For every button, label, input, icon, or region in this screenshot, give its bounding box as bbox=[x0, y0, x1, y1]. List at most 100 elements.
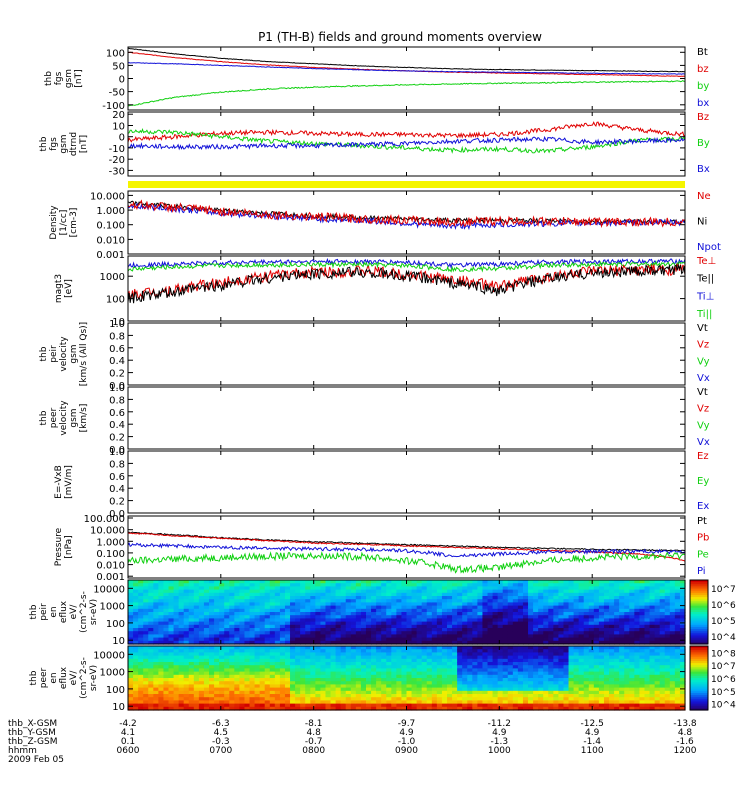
spectrogram-cell bbox=[619, 655, 625, 660]
spectrogram-cell bbox=[644, 694, 651, 698]
spectrogram-cell bbox=[416, 580, 423, 584]
spectrogram-cell bbox=[350, 684, 357, 689]
spectrogram-cell bbox=[477, 589, 484, 594]
spectrogram-cell bbox=[284, 605, 291, 610]
spectrogram-cell bbox=[669, 621, 676, 626]
spectrogram-cell bbox=[533, 681, 539, 685]
spectrogram-cell bbox=[279, 624, 286, 629]
spectrogram-cell bbox=[148, 615, 154, 619]
spectrogram-cell bbox=[669, 646, 676, 650]
spectrogram-cell bbox=[360, 631, 367, 635]
spectrogram-cell bbox=[664, 671, 671, 676]
spectrogram-cell bbox=[603, 592, 610, 597]
spectrogram-cell bbox=[517, 605, 524, 610]
spectrogram-cell bbox=[371, 674, 377, 679]
spectrogram-cell bbox=[472, 602, 478, 607]
spectrogram-cell bbox=[350, 583, 357, 587]
spectrogram-cell bbox=[659, 618, 666, 623]
spectrogram-cell bbox=[386, 615, 392, 619]
spectrogram-cell bbox=[472, 599, 478, 603]
y-tick-label: 0.4 bbox=[109, 484, 125, 495]
spectrogram-cell bbox=[664, 596, 671, 600]
spectrogram-cell bbox=[563, 586, 570, 591]
spectrogram-cell bbox=[603, 621, 610, 626]
spectrogram-cell bbox=[203, 599, 210, 603]
spectrogram-cell bbox=[295, 665, 301, 669]
spectrogram-cell bbox=[517, 649, 524, 653]
spectrogram-cell bbox=[193, 592, 200, 597]
spectrogram-cell bbox=[568, 580, 575, 584]
spectrogram-cell bbox=[386, 703, 392, 708]
spectrogram-cell bbox=[644, 649, 651, 653]
spectrogram-cell bbox=[178, 631, 185, 635]
spectrogram-cell bbox=[209, 700, 215, 705]
spectrogram-cell bbox=[315, 637, 322, 642]
spectrogram-cell bbox=[497, 621, 504, 626]
spectrogram-cell bbox=[538, 684, 544, 689]
spectrogram-cell bbox=[183, 589, 190, 594]
spectrogram-cell bbox=[183, 687, 190, 692]
spectrogram-cell bbox=[396, 649, 403, 653]
spectrogram-cell bbox=[153, 637, 159, 642]
spectrogram-cell bbox=[360, 640, 367, 645]
spectrogram-cell bbox=[229, 589, 235, 594]
spectrogram-cell bbox=[664, 668, 671, 673]
spectrogram-cell bbox=[401, 652, 408, 657]
spectrogram-cell bbox=[371, 612, 377, 616]
spectrogram-cell bbox=[436, 586, 443, 591]
spectrogram-cell bbox=[138, 668, 144, 673]
spectrogram-cell bbox=[659, 586, 666, 591]
spectrogram-cell bbox=[371, 618, 377, 623]
spectrogram-cell bbox=[447, 637, 453, 642]
spectrogram-cell bbox=[639, 596, 646, 600]
spectrogram-cell bbox=[381, 678, 387, 682]
spectrogram-cell bbox=[365, 586, 372, 591]
spectrogram-cell bbox=[462, 706, 468, 711]
spectrogram-cell bbox=[619, 694, 625, 698]
spectrogram-cell bbox=[315, 665, 322, 669]
spectrogram-cell bbox=[249, 596, 256, 600]
spectrogram-cell bbox=[350, 615, 357, 619]
spectrogram-cell bbox=[553, 646, 560, 650]
spectrogram-cell bbox=[305, 649, 311, 653]
spectrogram-cell bbox=[234, 646, 240, 650]
spectrogram-cell bbox=[350, 646, 357, 650]
spectrogram-cell bbox=[234, 665, 240, 669]
spectrogram-cell bbox=[624, 592, 630, 597]
y-axis-label: (cm^2-s- bbox=[79, 657, 89, 699]
spectrogram-cell bbox=[421, 694, 428, 698]
spectrogram-cell bbox=[416, 583, 423, 587]
spectrogram-cell bbox=[143, 612, 149, 616]
y-axis-label: eV/ bbox=[69, 604, 79, 620]
spectrogram-cell bbox=[214, 621, 220, 626]
spectrogram-cell bbox=[634, 703, 641, 708]
spectrogram-cell bbox=[168, 586, 175, 591]
spectrogram-cell bbox=[335, 634, 342, 639]
spectrogram-cell bbox=[533, 586, 539, 591]
y-axis-label: gsm bbox=[69, 344, 79, 363]
spectrogram-cell bbox=[568, 599, 575, 603]
spectrogram-cell bbox=[391, 668, 397, 673]
spectrogram-cell bbox=[138, 690, 144, 695]
spectrogram-cell bbox=[224, 624, 230, 629]
spectrogram-cell bbox=[284, 697, 291, 701]
spectrogram-cell bbox=[173, 697, 180, 701]
spectrogram-cell bbox=[634, 678, 641, 682]
spectrogram-cell bbox=[143, 631, 149, 635]
spectrogram-cell bbox=[679, 697, 686, 701]
spectrogram-cell bbox=[143, 586, 149, 591]
y-tick-label: 20 bbox=[112, 110, 125, 121]
spectrogram-cell bbox=[193, 589, 200, 594]
spectrogram-cell bbox=[558, 618, 565, 623]
spectrogram-cell bbox=[598, 684, 605, 689]
spectrogram-cell bbox=[436, 599, 443, 603]
spectrogram-cell bbox=[533, 652, 539, 657]
spectrogram-cell bbox=[249, 703, 256, 708]
spectrogram-cell bbox=[411, 684, 418, 689]
legend-entry: bz bbox=[697, 64, 709, 75]
spectrogram-cell bbox=[431, 665, 438, 669]
spectrogram-cell bbox=[259, 580, 266, 584]
y-tick-label: 0.010 bbox=[96, 235, 125, 246]
colorbar-segment bbox=[690, 667, 708, 671]
